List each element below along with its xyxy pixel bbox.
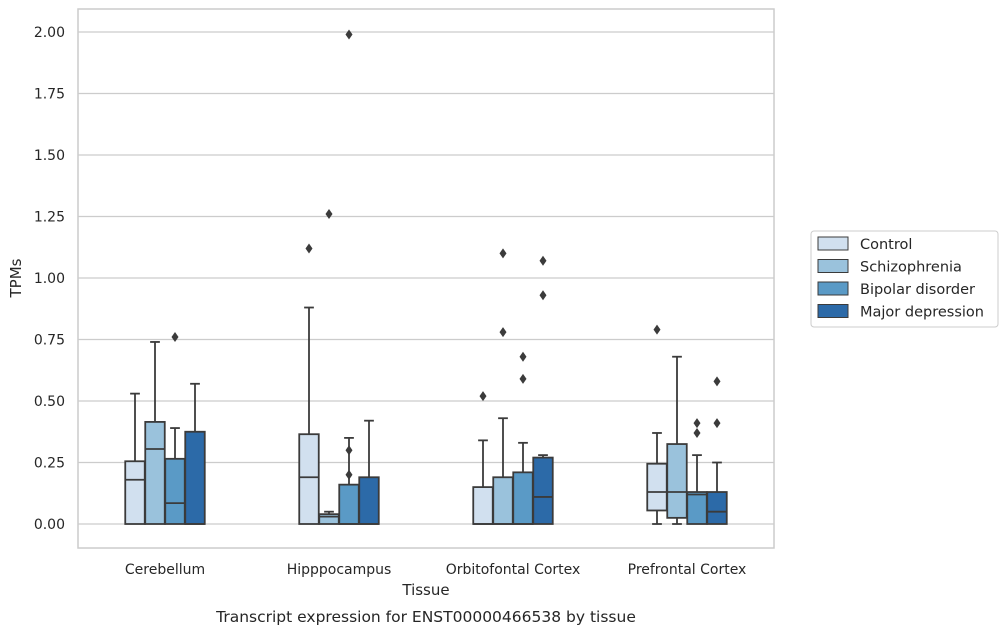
box-major-depression — [184, 382, 206, 525]
outlier-point — [539, 255, 547, 266]
legend-label: Schizophrenia — [860, 260, 962, 276]
box-iqr — [164, 457, 186, 525]
outlier-point — [713, 376, 721, 387]
outlier-point — [499, 248, 507, 259]
y-tick-label: 0.75 — [34, 333, 65, 349]
box-control — [124, 392, 146, 525]
box-iqr — [706, 491, 728, 525]
outlier-point — [519, 373, 527, 384]
y-tick-label: 2.00 — [34, 25, 65, 41]
box-iqr — [512, 471, 534, 525]
outlier-point — [519, 351, 527, 362]
outlier-point — [305, 243, 313, 254]
legend-frame — [810, 230, 999, 328]
legend-label: Major depression — [860, 305, 984, 321]
y-axis-ticks: 0.00 0.25 0.50 0.75 1.00 1.25 1.50 1.75 2.00 — [34, 25, 65, 533]
x-tick-label: Hipppocampus — [287, 562, 392, 578]
chart-caption: Transcript expression for ENST0000046653… — [215, 608, 636, 626]
y-tick-label: 1.75 — [34, 87, 65, 103]
plot-frame — [77, 8, 775, 549]
legend-swatch — [817, 281, 849, 296]
legend: Control Schizophrenia Bipolar disorder Majo… — [810, 230, 999, 328]
outlier-point — [171, 332, 179, 343]
x-axis-label: Tissue — [401, 581, 449, 599]
box-control — [472, 391, 494, 525]
y-axis-label: TPMs — [7, 258, 25, 298]
legend-label: Bipolar disorder — [860, 282, 975, 298]
x-axis-ticks: Cerebellum Hipppocampus Orbitofontal Corte… — [125, 562, 746, 578]
box-iqr — [338, 483, 360, 525]
box-control — [298, 243, 320, 525]
box-bipolar-disorder — [686, 418, 708, 525]
outlier-point — [653, 324, 661, 335]
box-major-depression — [358, 419, 380, 525]
legend-swatch — [817, 259, 849, 273]
box-schizophrenia — [144, 341, 166, 525]
box-iqr — [124, 460, 146, 525]
outlier-point — [325, 209, 333, 220]
box-iqr — [184, 430, 206, 525]
box-iqr — [358, 476, 380, 525]
box-iqr — [298, 433, 320, 525]
box-schizophrenia — [666, 355, 688, 525]
box-schizophrenia — [492, 248, 514, 525]
y-tick-label: 0.25 — [34, 456, 65, 472]
outlier-point — [479, 391, 487, 402]
outlier-point — [693, 418, 701, 429]
box-iqr — [472, 486, 494, 525]
y-tick-label: 0.00 — [34, 517, 65, 533]
outlier-point — [713, 418, 721, 429]
legend-swatch — [817, 304, 849, 318]
y-tick-label: 1.00 — [34, 271, 65, 287]
legend-label: Control — [860, 237, 912, 253]
box-iqr — [492, 476, 514, 525]
box-major-depression — [706, 376, 728, 525]
x-tick-label: Cerebellum — [125, 562, 205, 578]
box-iqr — [646, 462, 668, 512]
boxes — [124, 29, 728, 525]
y-tick-label: 1.50 — [34, 148, 65, 164]
box-iqr — [144, 421, 166, 525]
box-schizophrenia — [318, 209, 340, 525]
box-iqr — [686, 491, 708, 525]
outlier-point — [693, 427, 701, 438]
box-control — [646, 324, 668, 525]
outlier-point — [345, 469, 353, 480]
box-bipolar-disorder — [338, 29, 360, 525]
legend-swatch — [817, 236, 849, 251]
outlier-point — [345, 445, 353, 456]
y-tick-label: 0.50 — [34, 394, 65, 410]
outlier-point — [345, 29, 353, 40]
box-major-depression — [532, 255, 554, 525]
outlier-point — [499, 327, 507, 338]
y-tick-label: 1.25 — [34, 210, 65, 226]
box-iqr — [532, 456, 554, 525]
x-tick-label: Prefrontal Cortex — [628, 562, 747, 578]
box-bipolar-disorder — [164, 332, 186, 525]
box-iqr — [666, 443, 688, 519]
outlier-point — [539, 290, 547, 301]
box-iqr — [318, 513, 340, 525]
x-tick-label: Orbitofontal Cortex — [446, 562, 581, 578]
box-bipolar-disorder — [512, 351, 534, 525]
